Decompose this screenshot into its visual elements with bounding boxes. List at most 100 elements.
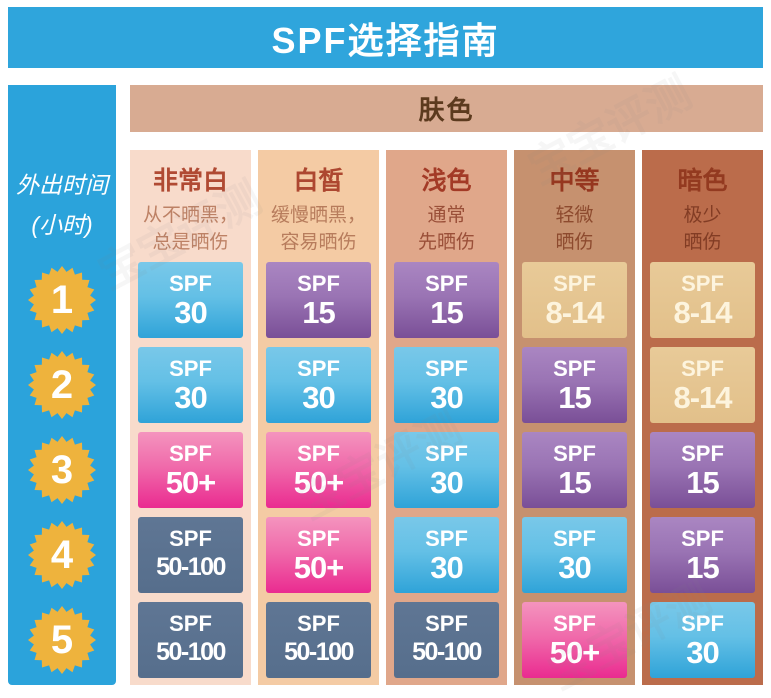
spf-label: SPF [425, 270, 468, 296]
spf-cell: SPF 15 [522, 347, 627, 423]
spf-label: SPF [169, 355, 212, 381]
spf-value: 8-14 [673, 294, 732, 330]
spf-value: 8-14 [545, 294, 604, 330]
spf-value: 50-100 [284, 637, 354, 666]
spf-label: SPF [553, 525, 596, 551]
spf-cell: SPF 30 [394, 432, 499, 508]
spf-label: SPF [681, 610, 724, 636]
spf-value: 50+ [549, 634, 601, 670]
spf-cell: SPF 30 [650, 602, 755, 678]
spf-cell: SPF 50-100 [394, 602, 499, 678]
spf-cell: SPF 50-100 [266, 602, 371, 678]
spf-value: 15 [302, 294, 335, 330]
title-bar: SPF选择指南 [8, 7, 763, 68]
hour-badge: 2 [28, 351, 96, 419]
sidebar-label: 外出时间 (小时) [16, 172, 108, 238]
column-desc: 极少 晒伤 [683, 205, 722, 253]
spf-cell: SPF 30 [522, 517, 627, 593]
spf-value: 30 [174, 294, 207, 330]
badge-number: 5 [50, 617, 74, 662]
spf-cell: SPF 50+ [266, 517, 371, 593]
spf-cell: SPF 30 [138, 262, 243, 338]
spf-label: SPF [169, 610, 212, 636]
spf-cell: SPF 30 [138, 347, 243, 423]
spf-value: 30 [558, 549, 591, 585]
spf-label: SPF [553, 440, 596, 466]
column-desc: 缓慢晒黑， 容易晒伤 [270, 205, 366, 253]
spf-label: SPF [297, 355, 340, 381]
skin-column-very-fair: 非常白 从不晒黑， 总是晒伤 SPF 30 SPF 30 SPF 50+ SPF… [130, 150, 251, 685]
hour-badge: 5 [28, 606, 96, 674]
spf-value: 50-100 [156, 552, 226, 581]
spf-label: SPF [297, 440, 340, 466]
skin-column-medium: 中等 轻微 晒伤 SPF 8-14 SPF 15 SPF 15 SPF 30 S… [514, 150, 635, 685]
spf-cell: SPF 30 [394, 347, 499, 423]
skin-tone-header-label: 肤色 [418, 95, 475, 125]
spf-value: 30 [430, 549, 463, 585]
starburst-icon [28, 606, 96, 674]
spf-value: 15 [558, 379, 591, 415]
spf-label: SPF [169, 525, 212, 551]
column-desc: 轻微 晒伤 [555, 205, 594, 253]
skin-column-dark: 暗色 极少 晒伤 SPF 8-14 SPF 8-14 SPF 15 SPF 15… [642, 150, 763, 685]
spf-value: 50-100 [156, 637, 226, 666]
spf-cell: SPF 15 [650, 432, 755, 508]
spf-label: SPF [681, 355, 724, 381]
spf-cell: SPF 8-14 [650, 347, 755, 423]
hour-badge: 4 [28, 521, 96, 589]
spf-cell: SPF 50+ [522, 602, 627, 678]
column-title: 浅色 [421, 167, 472, 195]
spf-label: SPF [297, 610, 340, 636]
spf-value: 30 [174, 379, 207, 415]
spf-label: SPF [297, 525, 340, 551]
spf-label: SPF [425, 440, 468, 466]
spf-label: SPF [169, 270, 212, 296]
spf-label: SPF [681, 440, 724, 466]
badge-number: 4 [50, 532, 74, 577]
spf-cell: SPF 30 [266, 347, 371, 423]
spf-label: SPF [425, 610, 468, 636]
spf-cell: SPF 30 [394, 517, 499, 593]
spf-label: SPF [553, 610, 596, 636]
spf-label: SPF [553, 270, 596, 296]
skin-tone-header: 肤色 [130, 85, 763, 132]
spf-value: 30 [430, 379, 463, 415]
spf-cell: SPF 15 [394, 262, 499, 338]
column-title: 非常白 [152, 167, 228, 195]
spf-label: SPF [681, 525, 724, 551]
badge-number: 2 [50, 362, 74, 407]
spf-value: 8-14 [673, 379, 732, 415]
spf-cell: SPF 50+ [266, 432, 371, 508]
spf-cell: SPF 50-100 [138, 517, 243, 593]
spf-value: 50-100 [412, 637, 482, 666]
spf-value: 50+ [293, 464, 345, 500]
spf-cell: SPF 15 [650, 517, 755, 593]
spf-value: 30 [430, 464, 463, 500]
page-title: SPF选择指南 [271, 19, 500, 61]
spf-cell: SPF 50-100 [138, 602, 243, 678]
column-title: 暗色 [677, 167, 728, 195]
spf-value: 15 [686, 549, 719, 585]
spf-cell: SPF 50+ [138, 432, 243, 508]
time-sidebar: 外出时间 (小时) 1 2 3 4 5 [8, 85, 116, 685]
spf-value: 30 [302, 379, 335, 415]
starburst-icon [28, 436, 96, 504]
spf-cell: SPF 15 [266, 262, 371, 338]
spf-label: SPF [425, 355, 468, 381]
spf-value: 15 [686, 464, 719, 500]
column-title: 中等 [549, 167, 600, 195]
spf-cell: SPF 15 [522, 432, 627, 508]
spf-value: 15 [558, 464, 591, 500]
starburst-icon [28, 521, 96, 589]
spf-label: SPF [297, 270, 340, 296]
column-title: 白皙 [293, 167, 344, 195]
spf-cell: SPF 8-14 [522, 262, 627, 338]
spf-value: 50+ [165, 464, 217, 500]
spf-value: 15 [430, 294, 463, 330]
badge-number: 3 [50, 447, 74, 492]
spf-value: 50+ [293, 549, 345, 585]
hour-badge: 3 [28, 436, 96, 504]
spf-label: SPF [553, 355, 596, 381]
column-desc: 从不晒黑， 总是晒伤 [142, 205, 238, 253]
